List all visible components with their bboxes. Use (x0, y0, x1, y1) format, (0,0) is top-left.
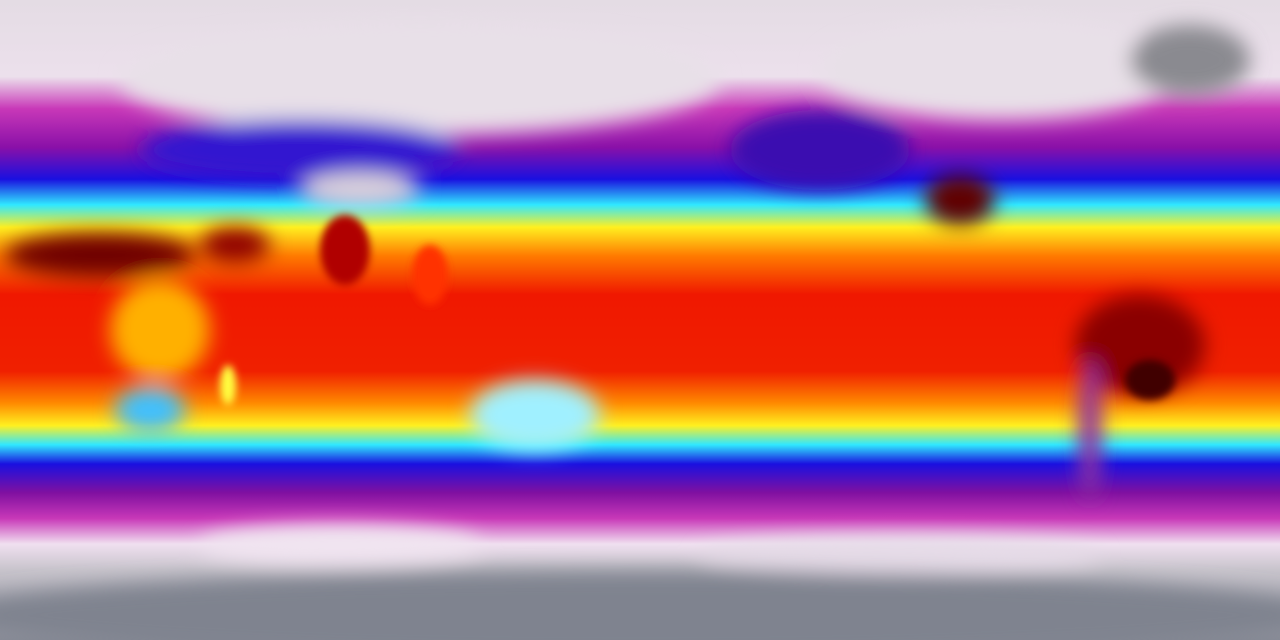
north-pacific-cold (730, 110, 910, 190)
andes-cold (1078, 360, 1102, 500)
southern-africa (115, 388, 185, 432)
southern-ocean-swirl-2 (700, 537, 1100, 573)
brazil-core (1125, 360, 1175, 400)
eurasia-cold (140, 120, 460, 180)
india (320, 215, 370, 285)
southeast-asia (412, 245, 448, 305)
madagascar (220, 365, 236, 405)
tibet-plateau (300, 172, 420, 208)
eurasia-snow (120, 25, 720, 135)
sahara-hot (5, 233, 195, 277)
mexico-hot (925, 175, 995, 225)
australia (470, 380, 600, 450)
amazon-hot (1075, 295, 1205, 395)
north-america-snow (820, 20, 1180, 120)
arabia-hot (200, 227, 270, 263)
africa-interior (110, 280, 210, 380)
greenland (1130, 25, 1250, 95)
land-features (0, 20, 1280, 640)
antarctica (0, 570, 1280, 640)
southern-ocean-swirl (200, 525, 480, 565)
